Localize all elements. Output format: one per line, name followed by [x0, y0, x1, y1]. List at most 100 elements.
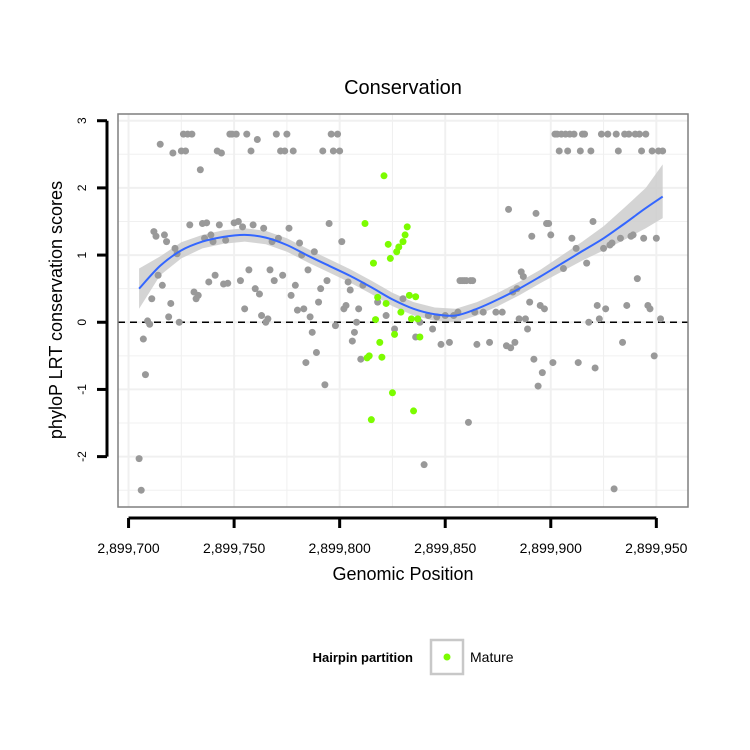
point-other	[270, 277, 278, 285]
point-other	[283, 130, 291, 138]
point-other	[549, 359, 557, 367]
point-other	[564, 147, 572, 155]
point-other	[194, 291, 202, 299]
point-other	[635, 130, 643, 138]
point-mature	[401, 231, 409, 239]
point-mature	[365, 352, 373, 360]
point-other	[357, 355, 365, 363]
point-other	[492, 308, 500, 316]
smooth-line-layer	[138, 195, 664, 317]
point-other	[156, 140, 164, 148]
plot-border	[117, 113, 689, 508]
point-mature	[376, 338, 384, 346]
point-other	[139, 335, 147, 343]
point-other	[141, 371, 149, 379]
point-other	[255, 290, 263, 298]
point-other	[640, 234, 648, 242]
x-tick-label: 2,899,900	[520, 540, 582, 556]
point-other	[224, 279, 232, 287]
point-mature	[399, 238, 407, 246]
point-other	[247, 147, 255, 155]
point-other	[353, 318, 361, 326]
point-mature	[391, 330, 399, 338]
point-other	[315, 298, 323, 306]
chart-title: Conservation	[344, 77, 462, 99]
legend-title: Hairpin partition	[313, 650, 413, 665]
point-other	[625, 130, 633, 138]
point-other	[236, 277, 244, 285]
point-other	[217, 149, 225, 157]
point-other	[642, 130, 650, 138]
y-axis: -2 -1 0 1 2 3	[75, 117, 109, 462]
point-other	[473, 340, 481, 348]
point-other	[585, 318, 593, 326]
point-other	[610, 485, 618, 493]
x-tick-label: 2,899,950	[625, 540, 687, 556]
point-other	[135, 455, 143, 463]
point-other	[234, 217, 242, 225]
point-other	[538, 369, 546, 377]
point-other	[559, 265, 567, 273]
point-other	[169, 149, 177, 157]
point-other	[570, 130, 578, 138]
point-other	[264, 315, 272, 323]
point-other	[215, 221, 223, 229]
point-other	[521, 315, 529, 323]
point-other	[289, 147, 297, 155]
y-tick-label: 3	[75, 117, 89, 124]
point-mature	[395, 243, 403, 251]
point-other	[469, 277, 477, 285]
point-other	[650, 352, 658, 360]
point-other	[239, 223, 247, 231]
point-other	[323, 277, 331, 285]
point-other	[420, 461, 428, 469]
point-other	[222, 236, 230, 244]
point-other	[291, 281, 299, 289]
point-other	[182, 147, 190, 155]
point-other	[530, 355, 538, 363]
x-tick-label: 2,899,700	[97, 540, 159, 556]
point-other	[167, 299, 175, 307]
point-other	[285, 224, 293, 232]
point-other	[146, 320, 154, 328]
y-tick-label: -2	[75, 451, 89, 462]
point-mature	[397, 308, 405, 316]
point-mature	[388, 389, 396, 397]
point-other	[336, 147, 344, 155]
legend-mature-label: Mature	[470, 649, 514, 665]
point-other	[317, 285, 325, 293]
point-other	[464, 418, 472, 426]
x-axis: 2,899,700 2,899,750 2,899,800 2,899,850 2,89…	[97, 516, 688, 556]
point-other	[587, 147, 595, 155]
x-tick-label: 2,899,750	[203, 540, 265, 556]
point-other	[619, 338, 627, 346]
point-other	[205, 278, 213, 286]
point-other	[600, 244, 608, 252]
point-other	[511, 338, 519, 346]
point-other	[540, 305, 548, 313]
point-other	[614, 147, 622, 155]
point-other	[175, 318, 183, 326]
x-tick-label: 2,899,800	[309, 540, 371, 556]
point-other	[293, 306, 301, 314]
legend-mature-key	[443, 653, 451, 661]
point-mature	[407, 315, 415, 323]
point-mature	[416, 333, 424, 341]
point-other	[445, 338, 453, 346]
point-other	[391, 325, 399, 333]
point-other	[479, 308, 487, 316]
point-other	[486, 338, 494, 346]
point-mature	[372, 316, 380, 324]
y-tick-label: 1	[75, 251, 89, 258]
point-mature	[403, 223, 411, 231]
point-other	[633, 275, 641, 283]
point-other	[137, 486, 145, 494]
point-other	[266, 266, 274, 274]
point-mature	[386, 254, 394, 262]
point-other	[154, 271, 162, 279]
point-other	[597, 130, 605, 138]
point-other	[281, 147, 289, 155]
point-mature	[412, 293, 420, 301]
point-other	[623, 301, 631, 309]
point-other	[524, 325, 532, 333]
